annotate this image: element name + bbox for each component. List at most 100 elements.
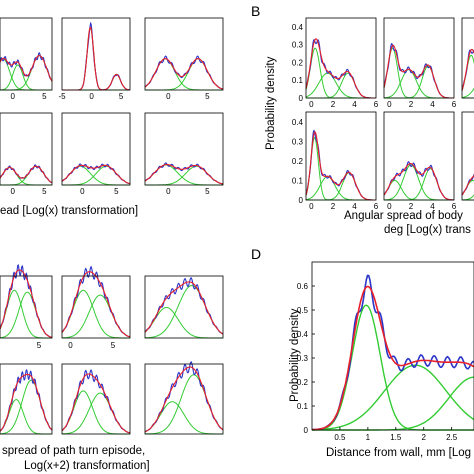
panel-b-xtick-5-4: 6 bbox=[452, 202, 457, 211]
panel-a-subplot-1-fit-line bbox=[0, 55, 53, 82]
panel-b-ytick-1-5: 0 bbox=[299, 94, 304, 103]
panel-a-subplot-5-frame bbox=[61, 112, 131, 186]
panel-b-xtick-1-4: 6 bbox=[374, 100, 379, 109]
plot-layer: 0 5 -5 0 5 0 50 5 0 5 0 50.40.30.20.100 2 4 6 0 2 4 60.40.… bbox=[0, 17, 474, 442]
panel-c-subplot-3-fit-line bbox=[144, 281, 224, 335]
panel-a-subplot-5-component-1 bbox=[61, 165, 130, 186]
panel-b-ytick-4-2: 0.3 bbox=[292, 137, 304, 146]
panel-c-subplot-4-fit-line bbox=[0, 373, 53, 432]
panel-a-subplot-5-fit-line bbox=[61, 164, 131, 185]
panel-b-subplot-1-fit-line bbox=[305, 38, 376, 99]
panel-a-subplot-5-component-2 bbox=[62, 165, 131, 186]
panel-b-ytick-1-4: 0.1 bbox=[292, 76, 304, 85]
panel-a-tick-3-1: 0 bbox=[166, 92, 171, 101]
panel-d-xtick-3: 1.5 bbox=[390, 433, 402, 442]
panel-b-subplot-4-observed-line bbox=[305, 129, 376, 201]
panel-b-subplot-6-frame bbox=[461, 111, 474, 201]
panel-c-subplot-6-frame bbox=[144, 363, 224, 435]
panel-b-xtick-5-2: 2 bbox=[409, 202, 414, 211]
panel-c-subplot-5-fit-line bbox=[61, 373, 131, 434]
panel-d-xtick-5: 2.5 bbox=[446, 433, 458, 442]
panel-d-ytick-5: 0.2 bbox=[297, 378, 309, 387]
panel-a-tick-2-3: 5 bbox=[119, 92, 124, 101]
panel-c-subplot-6-component-2 bbox=[145, 374, 224, 435]
panel-b-xtick-5-3: 4 bbox=[430, 202, 435, 211]
panel-d-fit-line bbox=[312, 285, 474, 431]
panel-d-xlabel: Distance from wall, mm [Log bbox=[326, 447, 471, 459]
panel-b-letter: B bbox=[251, 3, 260, 19]
panel-a-subplot-2-frame bbox=[61, 17, 131, 91]
panel-c-subplot-3-observed-line bbox=[144, 277, 224, 335]
panel-a-subplot-3-fit-line bbox=[144, 58, 224, 90]
panel-c-subplot-5-frame bbox=[61, 363, 131, 435]
panel-b-subplot-2-component-2 bbox=[383, 69, 454, 99]
panel-b-ytick-4-3: 0.2 bbox=[292, 157, 304, 166]
panel-a-tick-6-2: 5 bbox=[205, 187, 210, 196]
panel-b-xtick-4-1: 0 bbox=[309, 202, 314, 211]
panel-b-ytick-1-3: 0.2 bbox=[292, 58, 304, 67]
panel-b-subplot-3-frame bbox=[461, 17, 474, 99]
panel-b-subplot-2-frame bbox=[383, 17, 455, 99]
panel-b-ylabel: Probability density bbox=[265, 56, 277, 150]
panel-c-subplot-6-fit-line bbox=[144, 366, 224, 433]
panel-a-subplot-3-frame bbox=[144, 17, 224, 91]
panel-d-component-1 bbox=[312, 304, 474, 431]
panel-c-subplot-2-frame bbox=[61, 275, 131, 339]
panel-c-subplot-4-component-2 bbox=[0, 379, 53, 435]
panel-a-tick-1-2: 5 bbox=[42, 92, 47, 101]
panel-b-subplot-5-frame bbox=[383, 111, 455, 201]
panel-a-subplot-6-fit-line bbox=[144, 163, 224, 185]
panel-d-letter: D bbox=[251, 246, 261, 262]
panel-b-xtick-1-3: 4 bbox=[352, 100, 357, 109]
panel-b-ytick-1-2: 0.3 bbox=[292, 41, 304, 50]
panel-a-tick-4-2: 5 bbox=[42, 187, 47, 196]
panel-b-subplot-4-component-1 bbox=[305, 136, 376, 201]
panel-b-xlabel-line1: Angular spread of body bbox=[344, 210, 463, 222]
panel-b-xtick-4-2: 2 bbox=[331, 202, 336, 211]
panel-b-ytick-4-4: 0.1 bbox=[292, 176, 304, 185]
panel-a-tick-3-2: 5 bbox=[205, 92, 210, 101]
panel-a-tick-6-1: 0 bbox=[166, 187, 171, 196]
panel-d-xtick-2: 1 bbox=[366, 433, 371, 442]
panel-d-ytick-1: 0.6 bbox=[297, 282, 309, 291]
panel-b-xtick-5-1: 0 bbox=[387, 202, 392, 211]
panel-c-subplot-1-fit-line bbox=[0, 269, 53, 338]
panel-a-tick-1-1: 0 bbox=[10, 92, 15, 101]
panel-c-subplot-4-frame bbox=[0, 363, 53, 435]
panel-c-xlabel-line2: Log(x+2) transformation] bbox=[24, 460, 150, 472]
panel-b-subplot-1-observed-line bbox=[305, 38, 376, 99]
panel-d-ytick-3: 0.4 bbox=[297, 330, 309, 339]
panel-c-tick-3: 5 bbox=[111, 341, 116, 350]
panel-d-ytick-6: 0.1 bbox=[297, 402, 309, 411]
panel-b-subplot-4-frame bbox=[305, 111, 377, 201]
panel-c-subplot-6-observed-line bbox=[144, 361, 224, 433]
panel-c-subplot-1-frame bbox=[0, 275, 53, 339]
panel-a-xlabel: ead [Log(x) transformation] bbox=[0, 205, 138, 217]
panel-b-subplot-5-component-2 bbox=[384, 164, 454, 201]
panel-b-xtick-4-3: 4 bbox=[352, 202, 357, 211]
panel-b-xtick-4-4: 6 bbox=[374, 202, 379, 211]
panel-b-subplot-2-component-1 bbox=[383, 47, 454, 99]
panel-a-tick-5-2: 5 bbox=[114, 187, 119, 196]
panel-a-subplot-4-frame bbox=[0, 112, 53, 186]
panel-c-tick-2: 0 bbox=[68, 341, 73, 350]
panel-a-subplot-2-component-1 bbox=[62, 26, 130, 91]
panel-a-subplot-4-fit-line bbox=[0, 165, 53, 184]
panel-d-xtick-4: 2 bbox=[421, 433, 426, 442]
panel-b-ytick-4-1: 0.4 bbox=[292, 118, 304, 127]
panel-c-subplot-2-observed-line bbox=[61, 265, 131, 338]
panel-b-xtick-2-2: 2 bbox=[409, 100, 414, 109]
panel-b-xtick-1-1: 0 bbox=[309, 100, 314, 109]
panel-d-observed-line bbox=[311, 274, 474, 431]
panel-d-ylabel: Probability density bbox=[289, 308, 301, 402]
panel-d-component-3 bbox=[312, 376, 474, 431]
panel-a-subplot-6-observed-line bbox=[144, 162, 224, 185]
panel-b-subplot-6-fit-line bbox=[461, 175, 474, 196]
panel-a-subplot-1-component-2 bbox=[0, 64, 52, 91]
panel-b-xtick-2-4: 6 bbox=[452, 100, 457, 109]
panel-c-subplot-3-frame bbox=[144, 275, 224, 339]
panel-c-subplot-3-component-1 bbox=[144, 307, 223, 339]
panel-a-tick-5-1: 0 bbox=[80, 187, 85, 196]
panel-a-tick-2-2: 0 bbox=[89, 92, 94, 101]
